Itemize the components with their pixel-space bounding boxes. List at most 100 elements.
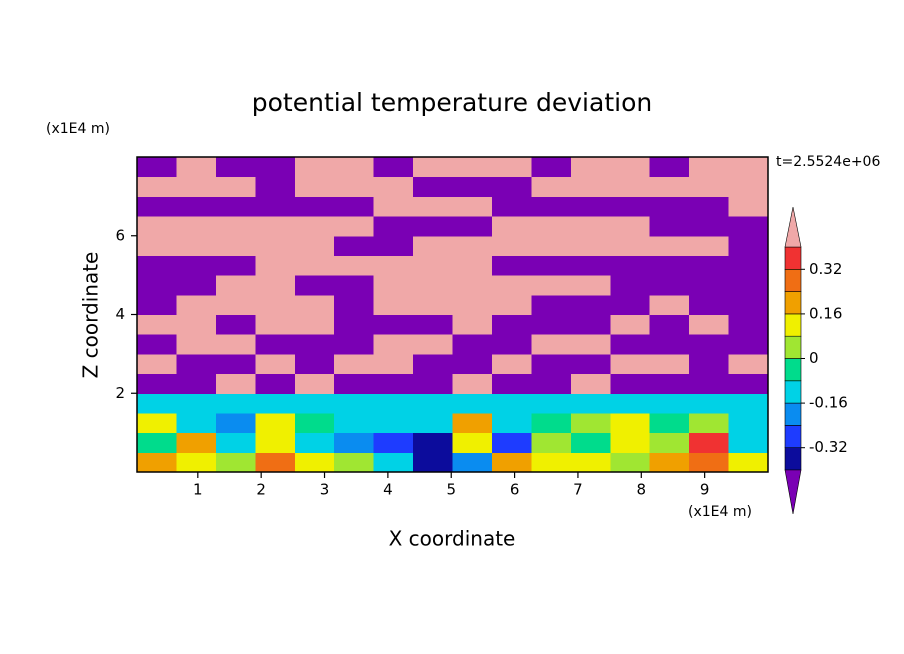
contour-cell [570, 412, 611, 434]
contour-cell [610, 353, 651, 375]
x-tick-label: 6 [510, 481, 520, 499]
x-tick-label: 4 [383, 481, 393, 499]
colorbar-band [784, 291, 802, 315]
contour-cell [570, 294, 611, 315]
x-tick-label: 9 [700, 481, 710, 499]
contour-cell [176, 334, 217, 355]
contour-cell [255, 294, 296, 315]
contour-cell [728, 216, 769, 237]
contour-cell [688, 176, 729, 197]
contour-cell [649, 196, 690, 217]
contour-cell [413, 176, 453, 197]
contour-cell [215, 334, 256, 355]
y-unit: (x1E4 m) [46, 121, 110, 137]
contour-cell [294, 157, 335, 178]
contour-cell [491, 373, 532, 394]
colorbar-band [784, 313, 802, 337]
contour-cell [413, 235, 453, 256]
contour-cell [610, 294, 651, 315]
contour-cell [176, 176, 217, 197]
contour-cell [452, 157, 493, 178]
contour-cell [137, 412, 177, 434]
y-tick-label: 2 [115, 384, 125, 402]
contour-cell [176, 255, 217, 276]
contour-cell [137, 314, 177, 335]
contour-cell [413, 157, 453, 178]
contour-cell [334, 412, 375, 434]
contour-cell [688, 373, 729, 394]
contour-cell [294, 176, 335, 197]
contour-cell [294, 216, 335, 237]
contour-cell [610, 235, 651, 256]
contour-cell [452, 275, 493, 296]
contour-cell [215, 176, 256, 197]
contour-cell [491, 176, 532, 197]
contour-cell [373, 196, 414, 217]
contour-cell [373, 157, 414, 178]
contour-cell [491, 275, 532, 296]
x-tick-label: 3 [320, 481, 330, 499]
contour-cell [334, 452, 375, 473]
colorbar-tick-label: 0 [809, 349, 819, 367]
contour-cell [491, 334, 532, 355]
contour-cell [413, 255, 453, 276]
contour-cell [294, 353, 335, 375]
contour-cell [491, 314, 532, 335]
contour-cell [176, 393, 217, 414]
contour-cell [452, 235, 493, 256]
contour-cell [610, 412, 651, 434]
contour-cell [491, 255, 532, 276]
contour-cell [215, 373, 256, 394]
contour-cell [570, 157, 611, 178]
contour-cell [649, 275, 690, 296]
contour-cell [531, 275, 572, 296]
contour-cell [176, 353, 217, 375]
contour-cell [531, 196, 572, 217]
contour-cell [728, 255, 769, 276]
contour-cell [294, 196, 335, 217]
contour-cell [570, 235, 611, 256]
contour-cell [452, 255, 493, 276]
contour-cell [215, 412, 256, 434]
colorbar-under [784, 469, 802, 515]
contour-cell [728, 294, 769, 315]
contour-cell [294, 334, 335, 355]
contour-cell [255, 196, 296, 217]
contour-cell [531, 157, 572, 178]
colorbar-band [784, 402, 802, 426]
contour-cell [688, 393, 729, 414]
contour-cell [176, 294, 217, 315]
contour-cell [728, 393, 769, 414]
contour-cell [137, 393, 177, 414]
contour-cell [413, 334, 453, 355]
contour-cell [688, 452, 729, 473]
contour-cell [491, 235, 532, 256]
colorbar-band [784, 380, 802, 404]
contour-cell [215, 196, 256, 217]
contour-cell [176, 314, 217, 335]
contour-cell [452, 393, 493, 414]
contour-cell [137, 452, 177, 473]
contour-cell [255, 176, 296, 197]
x-tick-label: 5 [446, 481, 456, 499]
contour-cell [215, 432, 256, 453]
contour-cell [649, 373, 690, 394]
contour-cell [688, 235, 729, 256]
contour-cell [294, 255, 335, 276]
contour-cell [452, 176, 493, 197]
contour-cell [452, 373, 493, 394]
contour-cell [413, 432, 453, 453]
contour-cell [610, 275, 651, 296]
contour-cell [688, 216, 729, 237]
contour-cell [610, 176, 651, 197]
colorbar-band [784, 447, 802, 471]
contour-cell [570, 275, 611, 296]
contour-cell [728, 196, 769, 217]
contour-cell [570, 432, 611, 453]
contour-cell [294, 412, 335, 434]
contour-cell [137, 373, 177, 394]
contour-cell [491, 353, 532, 375]
chart-title: potential temperature deviation [252, 88, 652, 117]
y-tick-label: 4 [115, 305, 125, 323]
